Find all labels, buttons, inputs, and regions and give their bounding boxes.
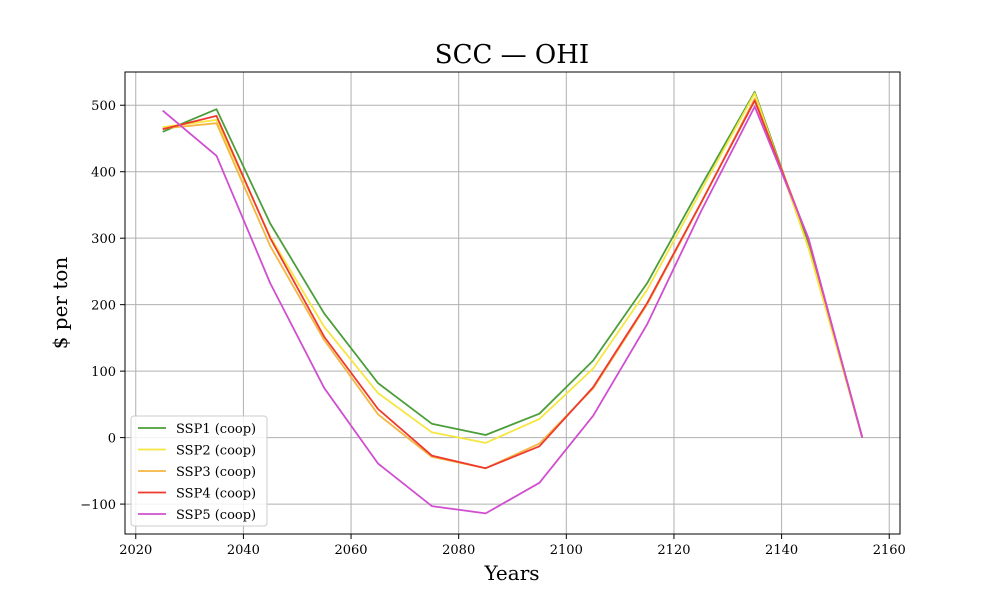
y-tick-label: 500 — [91, 99, 116, 114]
y-tick-label: 400 — [91, 166, 116, 181]
legend-label: SSP2 (coop) — [176, 444, 256, 459]
x-tick-label: 2080 — [442, 543, 475, 558]
x-tick-label: 2060 — [334, 543, 367, 558]
series-line — [162, 92, 864, 444]
series-line — [162, 105, 864, 515]
x-tick-label: 2140 — [765, 543, 798, 558]
x-tick-label: 2160 — [873, 543, 906, 558]
x-tick-label: 2120 — [657, 543, 690, 558]
chart-title: SCC — OHI — [435, 40, 589, 70]
legend-label: SSP4 (coop) — [176, 487, 256, 502]
series-line — [162, 99, 864, 470]
legend-box — [130, 415, 268, 527]
y-tick-label: 100 — [91, 365, 116, 380]
legend-label: SSP5 (coop) — [176, 508, 256, 523]
y-tick-label: −100 — [80, 498, 116, 513]
x-axis-label: Years — [483, 561, 539, 585]
x-tick-label: 2100 — [550, 543, 583, 558]
legend-label: SSP3 (coop) — [176, 465, 256, 480]
axis-ticks: 2020 2040 2060 2080 2100 2120 2140 2160 −100 0 100… — [80, 99, 906, 558]
series-line — [162, 97, 864, 470]
series-line — [162, 91, 864, 438]
series-lines — [162, 91, 864, 515]
y-tick-label: 300 — [91, 232, 116, 247]
plot-frame — [124, 71, 901, 535]
y-tick-label: 0 — [108, 432, 116, 447]
grid — [125, 72, 900, 534]
x-tick-label: 2020 — [119, 543, 152, 558]
legend-label: SSP1 (coop) — [176, 422, 256, 437]
x-tick-label: 2040 — [227, 543, 260, 558]
legend: SSP1 (coop) SSP2 (coop) SSP3 (coop) SSP4 (c… — [130, 415, 268, 527]
y-tick-label: 200 — [91, 299, 116, 314]
y-axis-label: $ per ton — [48, 257, 72, 350]
